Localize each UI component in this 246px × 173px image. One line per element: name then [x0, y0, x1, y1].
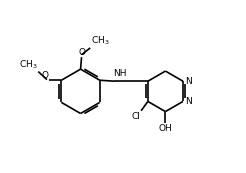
Text: O: O: [42, 71, 48, 80]
Text: OH: OH: [158, 124, 172, 133]
Text: N: N: [185, 77, 192, 86]
Text: Cl: Cl: [132, 112, 140, 121]
Text: O: O: [78, 48, 85, 57]
Text: NH: NH: [113, 69, 127, 78]
Text: CH$_3$: CH$_3$: [19, 58, 37, 71]
Text: CH$_3$: CH$_3$: [91, 35, 109, 47]
Text: N: N: [185, 97, 192, 106]
